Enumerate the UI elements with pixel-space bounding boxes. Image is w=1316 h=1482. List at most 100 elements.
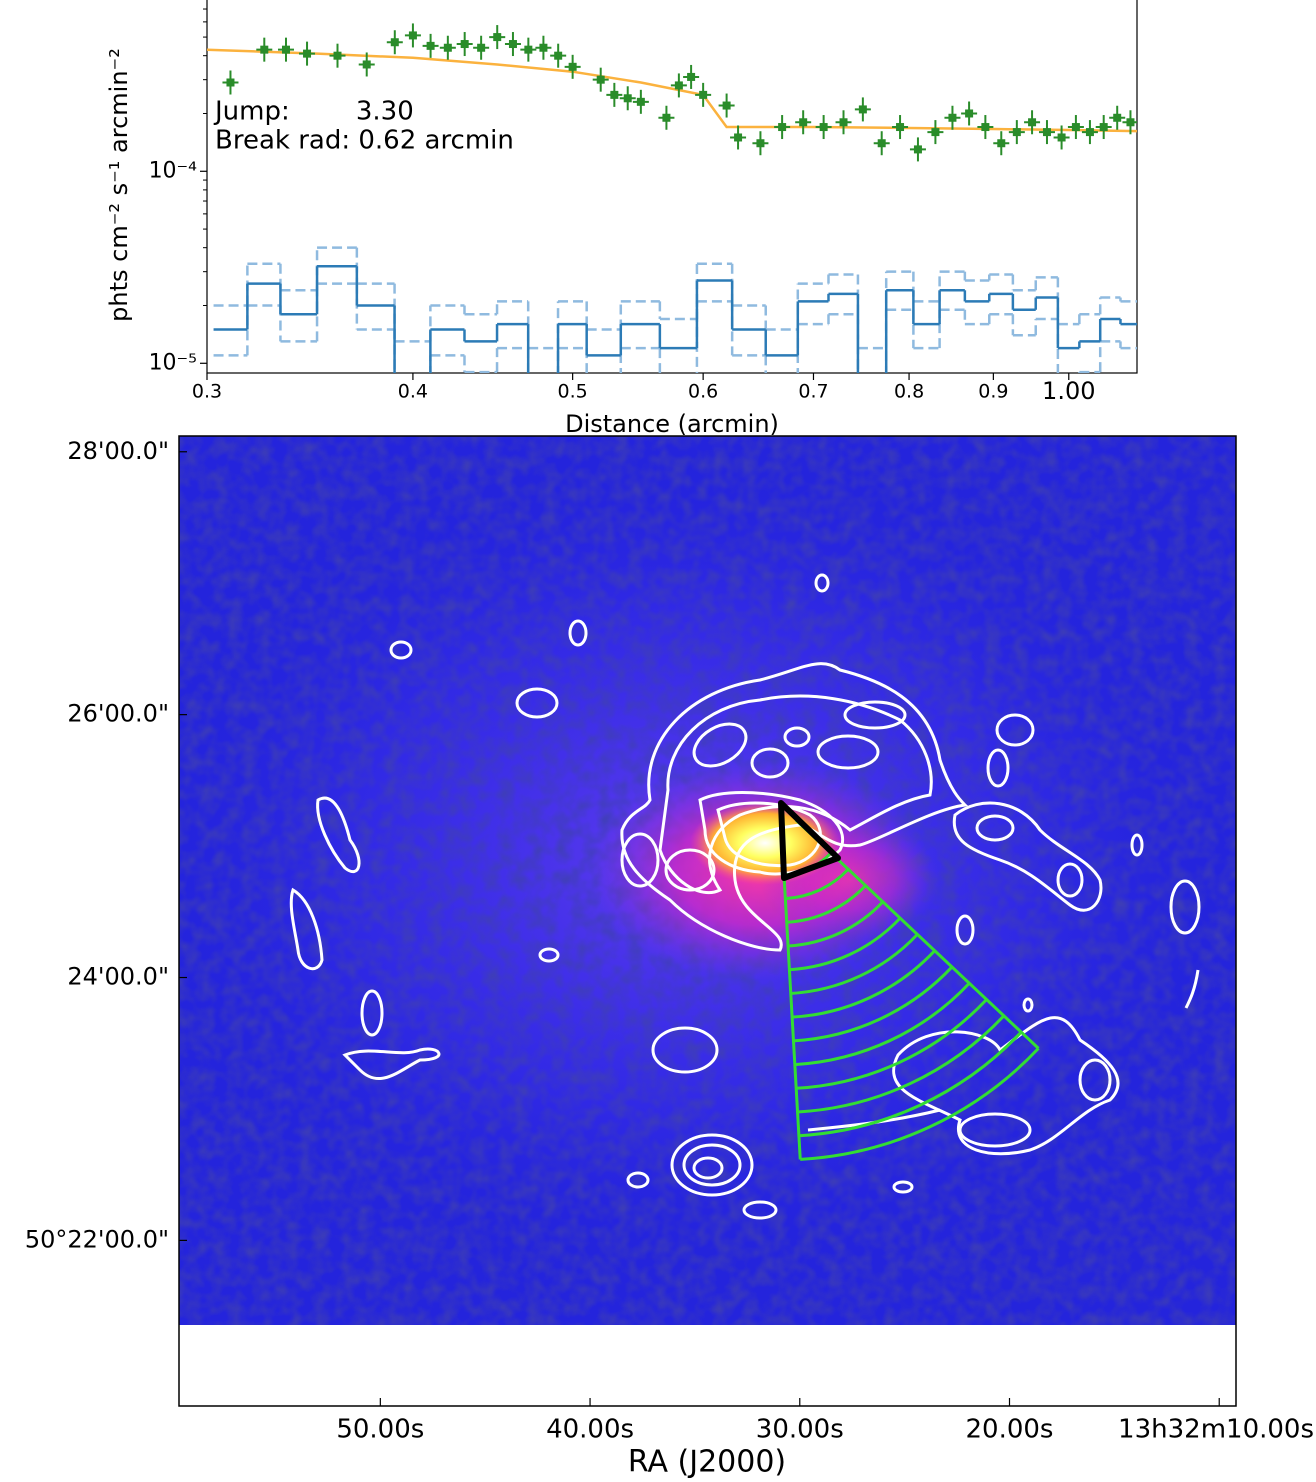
x-tick-label: 13h32m10.00s	[1118, 1415, 1314, 1445]
contour	[958, 1112, 1032, 1148]
marker	[362, 60, 371, 69]
y-tick-label: 10⁻⁵	[149, 350, 197, 375]
data-point	[1038, 120, 1055, 145]
data-point	[873, 131, 890, 156]
data-point	[504, 32, 521, 57]
contour	[515, 687, 559, 719]
x-tick-label: 0.7	[798, 381, 828, 403]
axes-frame	[206, 0, 1138, 374]
marker	[1028, 118, 1037, 127]
x-tick-label: 0.4	[398, 381, 428, 403]
marker	[460, 40, 469, 49]
marker	[662, 113, 671, 122]
marker	[623, 94, 632, 103]
sector-arc	[786, 884, 867, 924]
annotation: Break rad: 0.62 arcmin	[215, 126, 514, 156]
marker	[877, 139, 886, 148]
data-point	[606, 82, 623, 107]
contour	[651, 1026, 719, 1074]
sector-arc	[785, 868, 850, 901]
marker	[443, 43, 452, 52]
data-point	[1024, 110, 1041, 135]
sector-arc	[787, 900, 884, 948]
x-tick-label: 0.3	[192, 381, 222, 403]
data-point	[730, 125, 747, 150]
contour	[1022, 997, 1034, 1013]
data-point	[404, 23, 421, 48]
contour	[1169, 879, 1201, 935]
marker	[568, 62, 577, 71]
marker	[1057, 133, 1066, 142]
data-point	[695, 82, 712, 107]
marker	[674, 81, 683, 90]
marker	[493, 33, 502, 42]
contour	[692, 722, 748, 768]
x-tick-label: 20.00s	[966, 1415, 1054, 1445]
data-point	[892, 115, 909, 140]
data-point	[1109, 105, 1126, 130]
contour	[670, 1133, 754, 1197]
marker	[408, 31, 417, 40]
x-tick-label: 1.00	[1042, 377, 1095, 405]
marker	[390, 38, 399, 47]
marker	[858, 105, 867, 114]
data-point	[520, 37, 537, 62]
sector-arc	[798, 1031, 1023, 1138]
data-point	[977, 115, 994, 140]
marker	[281, 45, 290, 54]
x-tick-label: 0.8	[894, 381, 924, 403]
data-point	[456, 32, 473, 57]
y-tick-label: 50°22'00.0"	[25, 1225, 169, 1253]
data-point	[386, 30, 403, 55]
data-point	[1122, 110, 1137, 135]
data-point	[815, 115, 832, 140]
contour	[816, 734, 880, 770]
axes: 0.3 0.4 0.5 0.6 0.7 0.8 0.9 1.00 10⁻⁵ 10⁻⁴	[149, 8, 1095, 405]
marker	[699, 90, 708, 99]
data-point	[358, 52, 375, 77]
marker	[524, 45, 533, 54]
contour	[698, 791, 845, 876]
contour	[568, 619, 588, 647]
sector-arc	[797, 1014, 1005, 1114]
contour	[682, 1143, 742, 1187]
contour	[316, 796, 361, 874]
data-point	[854, 97, 871, 122]
contour	[664, 848, 716, 892]
x-axis-label: Distance (arcmin)	[565, 410, 779, 438]
data-point	[774, 115, 791, 140]
data-point	[1095, 115, 1112, 140]
data-point	[632, 89, 649, 114]
contour	[975, 814, 1015, 842]
data-point	[1008, 120, 1025, 145]
contour	[289, 887, 324, 971]
image-frame	[178, 435, 1237, 1407]
y-tick-label: 24'00.0"	[67, 963, 169, 991]
contour	[1184, 969, 1200, 1009]
contour	[620, 832, 660, 888]
data-point	[683, 64, 700, 89]
marker	[839, 118, 848, 127]
x-tick-label: 30.00s	[756, 1415, 844, 1445]
x-tick-label: 0.5	[558, 381, 588, 403]
data-point	[1053, 125, 1070, 150]
marker	[1042, 128, 1051, 137]
marker	[799, 118, 808, 127]
contour	[692, 1156, 724, 1180]
y-axis-label: phts cm⁻² s⁻¹ arcmin⁻²	[105, 48, 133, 322]
marker	[1126, 118, 1135, 127]
marker	[722, 101, 731, 110]
y-tick-label: 10⁻⁴	[149, 158, 198, 183]
contour	[1056, 862, 1084, 898]
marker	[508, 40, 517, 49]
data-point	[944, 105, 961, 130]
data-point	[718, 93, 735, 118]
data-point	[1067, 115, 1084, 140]
data-point	[299, 41, 316, 66]
x-tick-label: 0.9	[978, 381, 1008, 403]
marker	[303, 49, 312, 58]
marker	[1012, 128, 1021, 137]
marker	[997, 139, 1006, 148]
contour	[986, 748, 1010, 788]
